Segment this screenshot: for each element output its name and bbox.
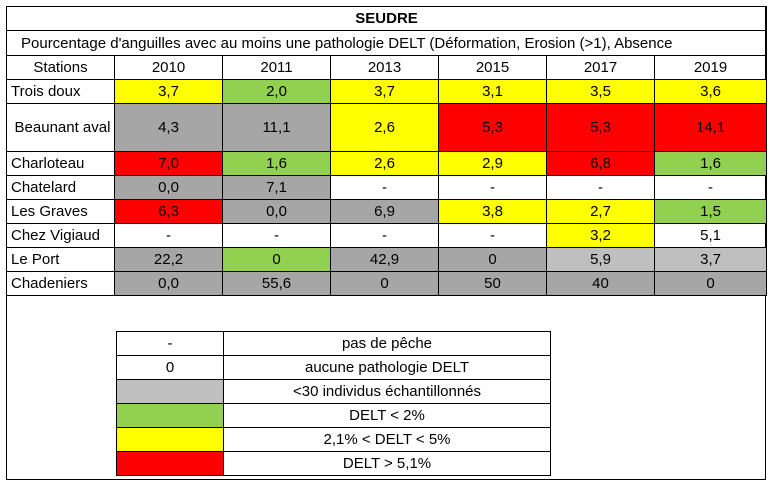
value-cell: 0,0 <box>114 175 223 200</box>
value-cell: 3,8 <box>438 199 547 224</box>
legend-label: DELT > 5,1% <box>223 451 551 476</box>
legend-swatch: 0 <box>116 355 224 380</box>
delt-table: SEUDRE Pourcentage d'anguilles avec au m… <box>5 6 768 296</box>
legend-label: DELT < 2% <box>223 403 551 428</box>
value-cell: 2,7 <box>546 199 655 224</box>
value-cell: 7,0 <box>114 151 223 176</box>
header-cell: Stations <box>6 55 115 80</box>
table-subtitle: Pourcentage d'anguilles avec au moins un… <box>5 30 768 56</box>
station-name: Charloteau <box>6 151 115 176</box>
station-name: Beaunant aval <box>6 103 115 152</box>
value-cell: 2,6 <box>330 151 439 176</box>
value-cell: 1,6 <box>653 151 768 176</box>
legend-label: 2,1% < DELT < 5% <box>223 427 551 452</box>
value-cell: 6,8 <box>546 151 655 176</box>
value-cell: 4,3 <box>114 103 223 152</box>
station-name: Chadeniers <box>6 271 115 296</box>
value-cell: 1,6 <box>222 151 331 176</box>
value-cell: - <box>653 175 768 200</box>
table-row: Chadeniers 0,0 55,6 0 50 40 0 <box>6 271 768 296</box>
value-cell: 5,3 <box>438 103 547 152</box>
value-cell: 5,3 <box>546 103 655 152</box>
legend-row: DELT > 5,1% <box>116 451 551 476</box>
legend-swatch <box>116 451 224 476</box>
value-cell: 42,9 <box>330 247 439 272</box>
value-cell: 0,0 <box>222 199 331 224</box>
value-cell: 5,9 <box>546 247 655 272</box>
value-cell: 5,1 <box>653 223 768 248</box>
value-cell: 3,5 <box>546 79 655 104</box>
value-cell: - <box>546 175 655 200</box>
header-cell: 2011 <box>222 55 331 80</box>
table-row: Les Graves 6,3 0,0 6,9 3,8 2,7 1,5 <box>6 199 768 224</box>
value-cell: 1,5 <box>653 199 768 224</box>
value-cell: 2,6 <box>330 103 439 152</box>
value-cell: - <box>330 223 439 248</box>
station-name: Chez Vigiaud <box>6 223 115 248</box>
table-title: SEUDRE <box>5 6 768 31</box>
table-row: Chatelard 0,0 7,1- - - - <box>6 175 768 200</box>
value-cell: 22,2 <box>114 247 223 272</box>
value-cell: 6,9 <box>330 199 439 224</box>
header-cell: 2010 <box>114 55 223 80</box>
value-cell: 3,7 <box>114 79 223 104</box>
value-cell: 2,0 <box>222 79 331 104</box>
legend-swatch <box>116 403 224 428</box>
header-cell: 2017 <box>546 55 655 80</box>
value-cell: 0 <box>653 271 768 296</box>
value-cell: 40 <box>546 271 655 296</box>
value-cell: 3,1 <box>438 79 547 104</box>
station-name: Chatelard <box>6 175 115 200</box>
value-cell: 55,6 <box>222 271 331 296</box>
table-row: Chez Vigiaud - - - -3,2 5,1 <box>6 223 768 248</box>
value-cell: 3,6 <box>653 79 768 104</box>
table-row: Trois doux 3,7 2,0 3,7 3,1 3,5 3,6 <box>6 79 768 104</box>
value-cell: - <box>438 175 547 200</box>
value-cell: 0 <box>222 247 331 272</box>
value-cell: 0,0 <box>114 271 223 296</box>
value-cell: - <box>438 223 547 248</box>
header-cell: 2013 <box>330 55 439 80</box>
legend-row: 0 aucune pathologie DELT <box>116 355 551 380</box>
title-row: SEUDRE <box>5 6 768 31</box>
value-cell: 0 <box>438 247 547 272</box>
legend-row: 2,1% < DELT < 5% <box>116 427 551 452</box>
value-cell: 3,7 <box>653 247 768 272</box>
table-row: Le Port 22,2 0 42,9 0 5,9 3,7 <box>6 247 768 272</box>
legend-row: <30 individus échantillonnés <box>116 379 551 404</box>
legend-swatch <box>116 427 224 452</box>
header-cell: 2015 <box>438 55 547 80</box>
legend-label: pas de pêche <box>223 331 551 356</box>
legend-swatch <box>116 379 224 404</box>
legend-table: - pas de pêche 0 aucune pathologie DELT <30 … <box>116 331 551 476</box>
value-cell: - <box>114 223 223 248</box>
table-row: Charloteau 7,0 1,6 2,6 2,9 6,8 1,6 <box>6 151 768 176</box>
station-name: Trois doux <box>6 79 115 104</box>
table-row: Beaunant aval 4,3 11,1 2,6 5,3 5,3 14,1 <box>6 103 768 152</box>
value-cell: 14,1 <box>653 103 768 152</box>
legend-row: - pas de pêche <box>116 331 551 356</box>
value-cell: - <box>222 223 331 248</box>
value-cell: 7,1 <box>222 175 331 200</box>
value-cell: 50 <box>438 271 547 296</box>
value-cell: 3,7 <box>330 79 439 104</box>
legend-row: DELT < 2% <box>116 403 551 428</box>
value-cell: - <box>330 175 439 200</box>
value-cell: 6,3 <box>114 199 223 224</box>
station-name: Le Port <box>6 247 115 272</box>
value-cell: 3,2 <box>546 223 655 248</box>
legend-label: <30 individus échantillonnés <box>223 379 551 404</box>
header-row: Stations 2010 2011 2013 2015 2017 2019 <box>6 55 768 80</box>
value-cell: 2,9 <box>438 151 547 176</box>
subtitle-row: Pourcentage d'anguilles avec au moins un… <box>5 30 768 56</box>
value-cell: 0 <box>330 271 439 296</box>
station-name: Les Graves <box>6 199 115 224</box>
header-cell: 2019 <box>653 55 768 80</box>
legend-swatch: - <box>116 331 224 356</box>
legend-label: aucune pathologie DELT <box>223 355 551 380</box>
value-cell: 11,1 <box>222 103 331 152</box>
